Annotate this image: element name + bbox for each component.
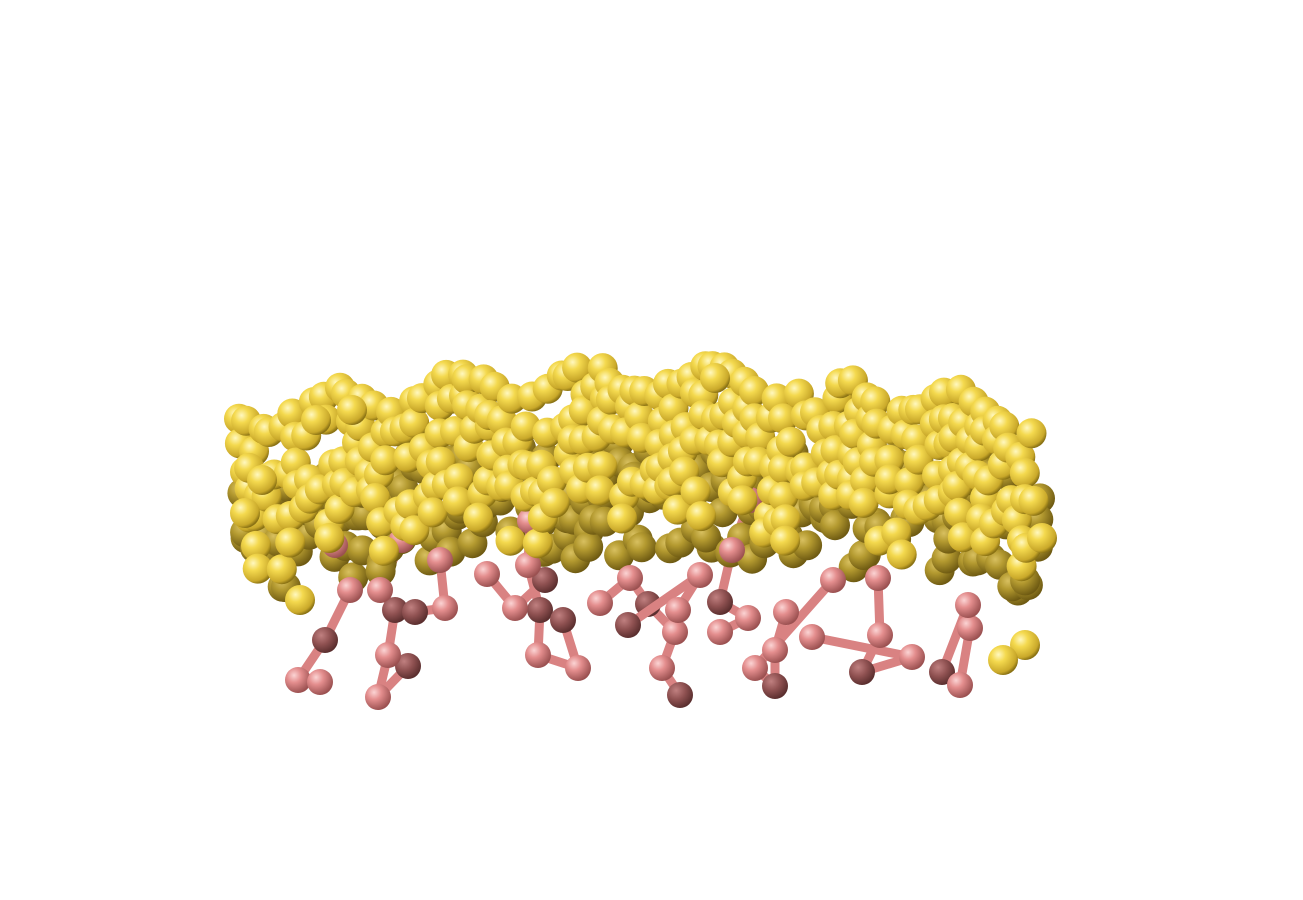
pink-atom (375, 642, 401, 668)
pink-atom (395, 653, 421, 679)
yellow-atom (739, 376, 769, 406)
yellow-atom (360, 483, 391, 513)
pink-atom (367, 577, 393, 603)
yellow-atom (848, 487, 879, 518)
pink-atom (365, 684, 391, 710)
pink-atom (707, 619, 733, 645)
yellow-atom (337, 395, 367, 425)
pink-atom (742, 655, 768, 681)
yellow-atom (442, 486, 473, 517)
pink-atom (402, 599, 428, 625)
pink-atom (762, 673, 788, 699)
yellow-atom (417, 497, 448, 528)
yellow-atom (770, 525, 801, 556)
pink-atom (799, 624, 825, 650)
yellow-atom (562, 352, 593, 383)
yellow-atom (860, 386, 891, 417)
yellow-atom (1027, 523, 1057, 553)
yellow-atom (727, 485, 758, 516)
pink-atom (719, 537, 745, 563)
yellow-atom (768, 403, 798, 434)
pink-atom (955, 592, 981, 618)
pink-atom (532, 567, 558, 593)
yellow-atom (680, 476, 711, 507)
yellow-atom (242, 553, 273, 584)
pink-atom (687, 562, 713, 588)
pink-atom (947, 672, 973, 698)
yellow-atom (266, 554, 297, 585)
yellow-atom (539, 487, 570, 518)
pink-atom (849, 659, 875, 685)
yellow-atom (775, 426, 806, 457)
pink-atom (820, 567, 846, 593)
yellow-atom (230, 498, 260, 528)
pink-atom (337, 577, 363, 603)
pink-atom (432, 595, 458, 621)
yellow-atom (495, 525, 526, 556)
pink-atom (867, 622, 893, 648)
pink-atom (587, 590, 613, 616)
yellow-atom (1018, 485, 1049, 516)
yellow-atom (522, 528, 553, 559)
yellow-atom (275, 527, 306, 558)
yellow-atom (370, 445, 401, 476)
pink-bond (623, 570, 705, 630)
yellow-atom (770, 504, 801, 535)
pink-atom (382, 597, 408, 623)
pink-atom (550, 607, 576, 633)
pink-atom (735, 605, 761, 631)
yellow-atom (399, 407, 430, 438)
pink-stick-layer-front (285, 487, 983, 710)
yellow-atom (607, 503, 638, 534)
pink-atom (957, 615, 983, 641)
pink-atom (307, 669, 333, 695)
pink-atom (707, 589, 733, 615)
pink-bond (807, 632, 917, 662)
pink-atom (502, 595, 528, 621)
yellow-atom (463, 502, 494, 533)
yellow-atom (988, 645, 1018, 675)
pink-atom (899, 644, 925, 670)
pink-atom (773, 599, 799, 625)
yellow-atom (241, 530, 271, 561)
yellow-atom (1016, 418, 1047, 449)
pink-atom (427, 547, 453, 573)
yellow-atom (1009, 458, 1040, 488)
pink-atom (565, 655, 591, 681)
yellow-atom-back (820, 510, 850, 541)
pink-atom (617, 565, 643, 591)
yellow-atom (285, 585, 315, 615)
yellow-atom (368, 535, 399, 566)
yellow-atom (314, 523, 345, 553)
yellow-sphere-layer-front (224, 351, 1057, 675)
pink-atom (665, 597, 691, 623)
yellow-atom (1010, 630, 1040, 660)
pink-atom (312, 627, 338, 653)
yellow-atom (247, 465, 277, 495)
pink-atom (762, 637, 788, 663)
pink-atom (285, 667, 311, 693)
pink-atom (929, 659, 955, 685)
pink-atom (527, 597, 553, 623)
pink-atom (649, 655, 675, 681)
pink-atom (525, 642, 551, 668)
pink-atom (515, 552, 541, 578)
yellow-atom (686, 501, 717, 532)
pink-atom (615, 612, 641, 638)
pink-atom (667, 682, 693, 708)
yellow-atom (700, 363, 730, 393)
yellow-atom (584, 475, 615, 506)
yellow-atom (301, 405, 331, 435)
yellow-atom (587, 451, 618, 482)
pink-atom (865, 565, 891, 591)
yellow-atom-back (626, 532, 657, 563)
yellow-atom (443, 463, 474, 494)
yellow-atom-back (573, 531, 604, 562)
pink-atom (662, 619, 688, 645)
yellow-atom (947, 522, 978, 553)
yellow-atom (886, 539, 917, 570)
pink-atom (474, 561, 500, 587)
